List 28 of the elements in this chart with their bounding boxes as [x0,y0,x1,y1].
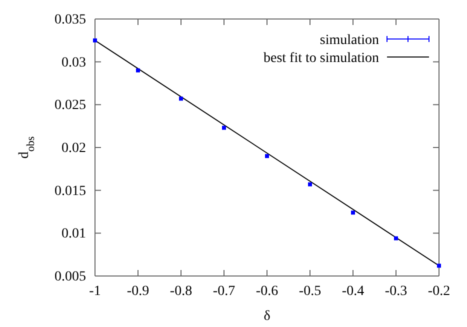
y-tick-label: 0.035 [54,12,86,28]
y-tick-label: 0.02 [62,140,86,156]
legend-label: best fit to simulation [264,51,379,66]
x-tick-label: -0.5 [298,284,322,299]
y-tick-label: 0.015 [54,184,86,199]
point [265,154,269,158]
x-tick-label: -0.3 [384,284,408,299]
point [93,38,97,42]
y-tick-label: 0.03 [62,55,86,70]
x-tick-label: -1 [89,284,101,299]
point [222,126,226,130]
point [308,182,312,186]
x-axis-title: δ [264,309,271,324]
point [351,210,355,215]
y-tick-label: 0.025 [54,98,86,114]
y-tick-label: 0.01 [62,226,86,242]
x-tick-label: -0.8 [170,284,192,299]
x-tick-label: -0.9 [126,284,150,299]
legend-label: simulation [320,33,379,48]
point [136,68,140,72]
x-tick-label: -0.6 [256,284,278,299]
x-tick-label: -0.2 [428,284,450,299]
x-tick-label: -0.4 [342,284,364,299]
x-tick-label: -0.7 [212,284,236,299]
point [437,264,441,268]
y-tick-label: 0.005 [54,269,86,284]
point [394,236,398,240]
point [179,96,183,101]
